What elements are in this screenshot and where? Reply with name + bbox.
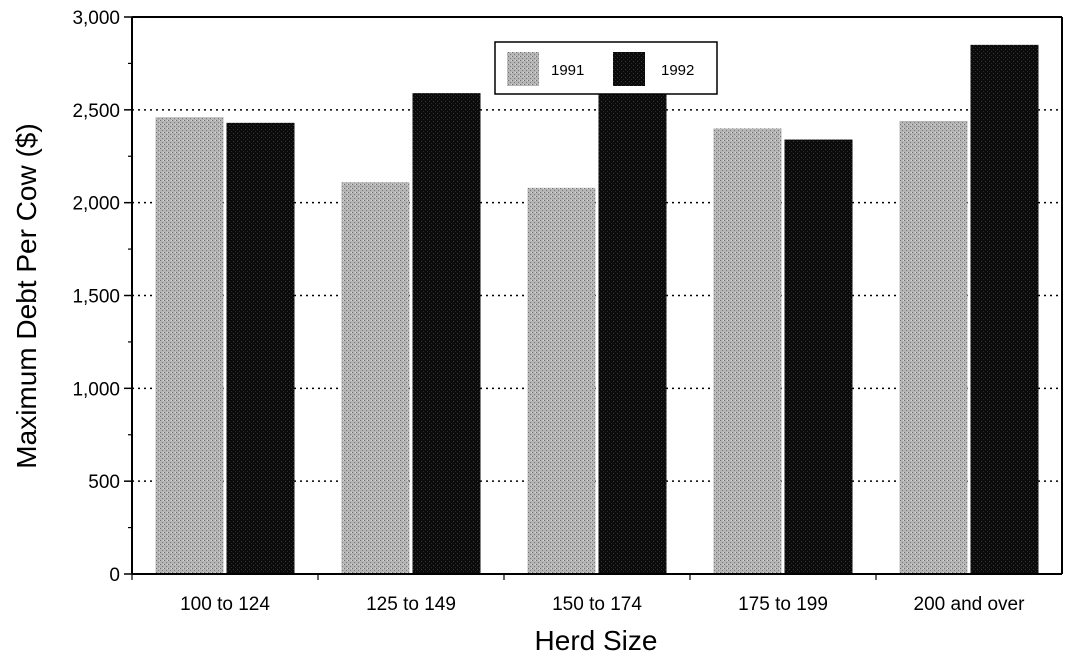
bar-1992-175-to-199	[784, 139, 853, 575]
x-tick-label: 200 and over	[914, 594, 1026, 615]
y-tick-label: 3,000	[72, 8, 120, 29]
legend: 1991 1992	[494, 41, 718, 95]
bar-1992-150-to-174	[598, 89, 667, 574]
x-tick-label: 150 to 174	[552, 594, 642, 615]
y-axis-ticks: 0 500 1,000 1,500 2,000 2,500 3,000	[72, 8, 132, 586]
x-tick-label: 125 to 149	[366, 594, 456, 615]
bar-1992-125-to-149	[412, 93, 481, 574]
bar-1991-100-to-124	[155, 117, 224, 574]
x-tick-label: 175 to 199	[738, 594, 828, 615]
y-tick-label: 1,000	[72, 379, 120, 400]
bar-1992-100-to-124	[226, 122, 295, 574]
bar-1991-125-to-149	[341, 182, 410, 574]
legend-label-1992: 1992	[661, 62, 694, 79]
x-tick-label: 100 to 124	[180, 594, 270, 615]
y-axis-title: Maximum Debt Per Cow ($)	[11, 123, 42, 468]
x-axis-ticks: 100 to 124 125 to 149 150 to 174 175 to 199…	[131, 574, 1026, 615]
legend-swatch-1991	[507, 52, 539, 86]
bars	[155, 44, 1039, 575]
legend-label-1991: 1991	[551, 62, 584, 79]
y-tick-label: 0	[109, 565, 120, 586]
y-tick-label: 2,000	[72, 194, 120, 215]
legend-swatch-1992	[613, 52, 645, 86]
bar-1991-150-to-174	[527, 187, 596, 574]
y-tick-label: 500	[88, 472, 120, 493]
y-tick-label: 2,500	[72, 101, 120, 122]
x-axis-title: Herd Size	[535, 625, 658, 656]
bar-1991-175-to-199	[713, 128, 782, 574]
bar-1992-200-and-over	[970, 44, 1039, 575]
y-tick-label: 1,500	[72, 287, 120, 308]
bar-1991-200-and-over	[899, 120, 968, 575]
